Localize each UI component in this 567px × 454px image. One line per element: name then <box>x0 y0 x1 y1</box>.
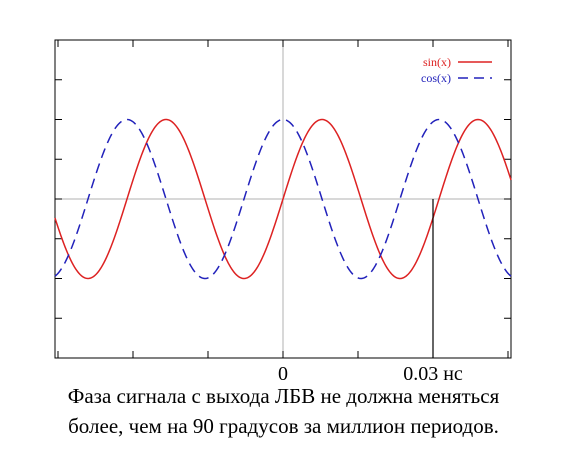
caption-line-1: Фаза сигнала с выхода ЛБВ не должна меня… <box>67 384 500 408</box>
legend-label-cos: cos(x) <box>421 71 451 85</box>
plot-frame <box>54 39 512 359</box>
axes <box>54 39 512 359</box>
series-line-sin <box>54 118 512 280</box>
series-line-cos <box>54 118 512 280</box>
series-layer <box>54 118 512 280</box>
caption-line-2: более, чем на 90 градусов за миллион пер… <box>68 414 499 438</box>
x-tick-label: 0.03 нс <box>403 363 463 385</box>
legend: sin(x) cos(x) <box>421 55 492 85</box>
x-tick-label: 0 <box>278 363 288 385</box>
legend-label-sin: sin(x) <box>423 55 451 69</box>
annotations: 0 0.03 нс <box>278 199 463 385</box>
